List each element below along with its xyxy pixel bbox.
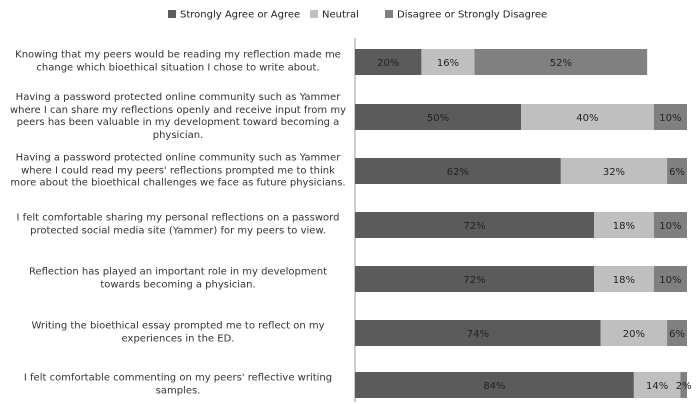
bar-segment (680, 372, 687, 398)
legend-swatch (310, 10, 318, 18)
legend-label: Neutral (322, 10, 359, 21)
value-label: 18% (613, 275, 635, 286)
bar-segment (355, 158, 561, 184)
value-label: 6% (669, 167, 685, 178)
value-label: 72% (463, 221, 485, 232)
category-label: Having a password protected online commu… (10, 152, 346, 189)
value-label: 10% (659, 275, 681, 286)
bar-segment (653, 212, 687, 238)
value-label: 50% (427, 113, 449, 124)
legend-swatch (385, 10, 393, 18)
bar-segment (474, 49, 648, 75)
legend-swatch (168, 10, 176, 18)
category-label: Writing the bioethical essay prompted me… (31, 320, 325, 345)
bar-segment (355, 212, 595, 238)
bar-segment (600, 320, 668, 346)
category-label: I felt comfortable commenting on my peer… (23, 372, 333, 397)
bar-segment (667, 158, 687, 184)
value-label: 52% (550, 58, 572, 69)
value-label: 84% (483, 381, 505, 392)
bar-segment (667, 320, 687, 346)
value-label: 10% (659, 221, 681, 232)
value-label: 40% (576, 113, 598, 124)
value-label: 74% (467, 329, 489, 340)
legend-label: Disagree or Strongly Disagree (397, 10, 547, 21)
value-label: 20% (623, 329, 645, 340)
bar-segment (521, 104, 654, 130)
bar-segment (653, 104, 687, 130)
value-label: 32% (603, 167, 625, 178)
bar-segment (355, 266, 595, 292)
legend-label: Strongly Agree or Agree (180, 10, 300, 21)
bar-segment (355, 320, 601, 346)
value-label: 2% (676, 381, 692, 392)
value-label: 72% (463, 275, 485, 286)
bar-segment (355, 104, 521, 130)
bar-segment (355, 372, 634, 398)
value-label: 10% (659, 113, 681, 124)
bar-segment (653, 266, 687, 292)
category-label: Knowing that my peers would be reading m… (15, 49, 341, 74)
value-label: 14% (646, 381, 668, 392)
bar-segment (560, 158, 668, 184)
bar-segment (633, 372, 681, 398)
bar-segment (594, 212, 654, 238)
value-label: 6% (669, 329, 685, 340)
bar-segment (355, 49, 422, 75)
value-label: 62% (447, 167, 469, 178)
value-label: 18% (613, 221, 635, 232)
bar-segment (421, 49, 475, 75)
value-label: 16% (437, 58, 459, 69)
bar-segment (594, 266, 654, 292)
category-label: Reflection has played an important role … (28, 266, 328, 291)
category-label: Having a password protected online commu… (10, 92, 346, 141)
category-label: I felt comfortable sharing my personal r… (16, 212, 340, 237)
value-label: 20% (377, 58, 399, 69)
